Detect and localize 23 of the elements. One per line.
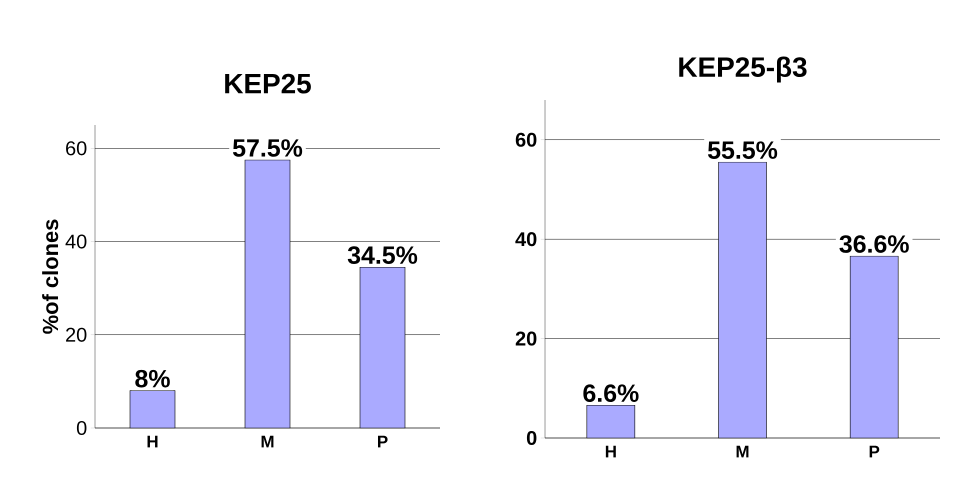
x-tick-label: H — [606, 446, 616, 458]
y-tick-label: 0 — [76, 420, 86, 436]
data-label: 36.6% — [839, 235, 909, 253]
chart-title: KEP25 — [225, 74, 311, 94]
data-label: 6.6% — [583, 384, 639, 402]
data-label: 34.5% — [348, 246, 418, 264]
x-tick-label: M — [736, 446, 748, 458]
x-tick-label: M — [262, 436, 274, 448]
y-tick-label: 20 — [66, 328, 86, 342]
y-axis-title: %of clones — [42, 220, 58, 334]
y-tick-label: 60 — [66, 141, 86, 156]
y-tick-label: 40 — [515, 232, 536, 246]
data-label: 57.5% — [232, 139, 302, 157]
y-tick-label: 0 — [526, 430, 536, 446]
data-label: 55.5% — [708, 141, 778, 159]
x-tick-label: P — [378, 436, 388, 448]
y-tick-label: 20 — [516, 332, 536, 346]
data-label: 8% — [135, 370, 170, 388]
x-tick-label: P — [870, 446, 880, 458]
y-tick-label: 60 — [516, 132, 536, 147]
chart-title: KEP25-β3 — [679, 56, 807, 82]
y-tick-label: 40 — [66, 234, 86, 249]
x-tick-label: H — [148, 436, 158, 448]
